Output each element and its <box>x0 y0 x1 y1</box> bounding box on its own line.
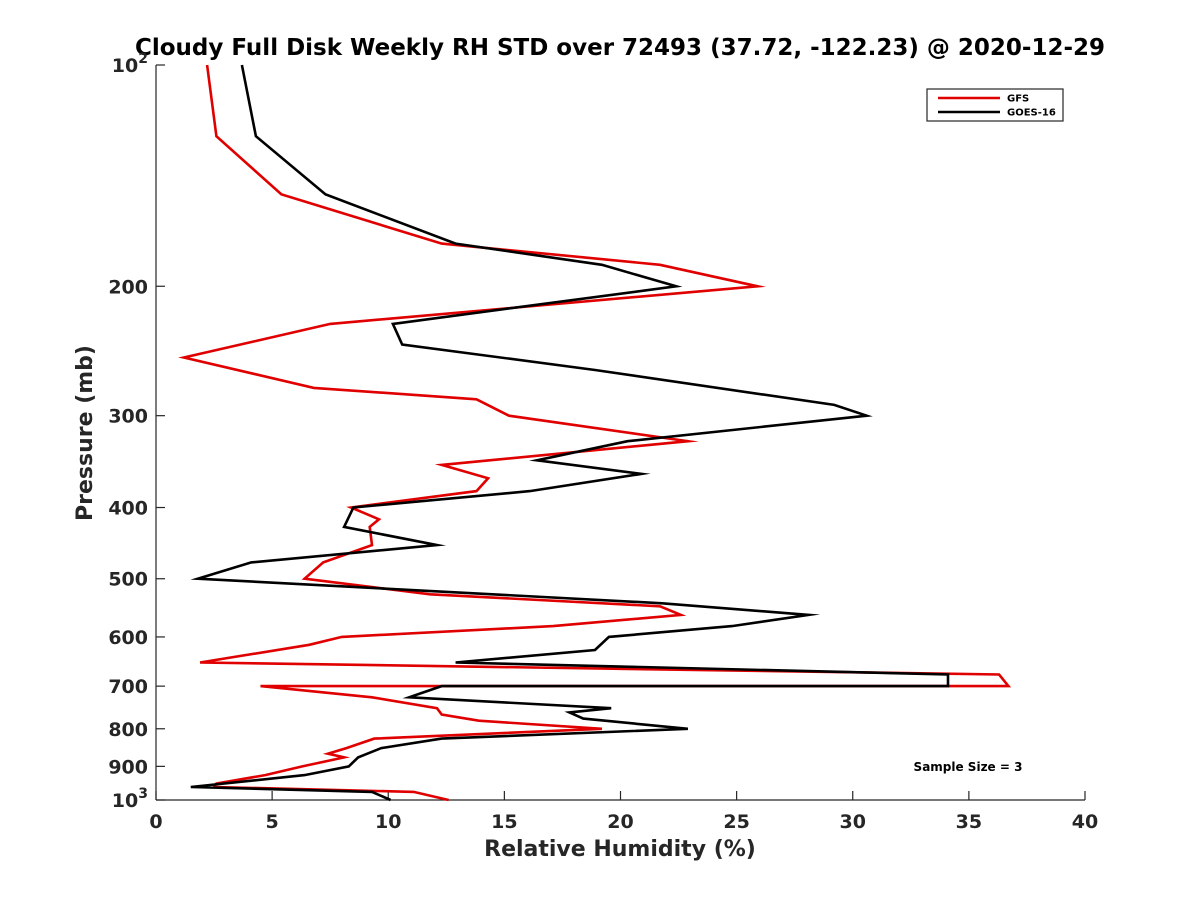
x-tick-label: 15 <box>491 811 517 833</box>
sample-size-annotation: Sample Size = 3 <box>914 760 1023 774</box>
x-tick-label: 10 <box>375 811 401 833</box>
x-tick-label: 25 <box>723 811 749 833</box>
y-tick-label-base: 600 <box>108 627 148 649</box>
y-tick-label-base: 10 <box>112 790 138 812</box>
y-tick-label: 102 <box>112 51 148 77</box>
y-tick-label: 800 <box>108 719 148 741</box>
y-tick-label-base: 800 <box>108 719 148 741</box>
x-tick-label: 35 <box>956 811 982 833</box>
y-tick-label-base: 10 <box>112 55 138 77</box>
y-tick-label-base: 700 <box>108 676 148 698</box>
x-tick-label: 30 <box>840 811 866 833</box>
y-tick-label-base: 200 <box>108 276 148 298</box>
y-tick-label: 900 <box>108 756 148 778</box>
series-line-gfs <box>178 64 1012 802</box>
legend-label: GFS <box>1007 94 1029 105</box>
y-tick-label: 103 <box>112 786 148 812</box>
y-axis-label: Pressure (mb) <box>73 345 98 521</box>
y-tick-label: 300 <box>108 406 148 428</box>
y-tick-label: 400 <box>108 498 148 520</box>
y-tick-label-base: 500 <box>108 569 148 591</box>
legend-box <box>926 88 1064 122</box>
y-tick-label-base: 400 <box>108 498 148 520</box>
series-line-goes-16 <box>190 64 950 802</box>
y-tick-label: 200 <box>108 276 148 298</box>
y-tick-label-base: 300 <box>108 406 148 428</box>
x-tick-label: 0 <box>149 811 162 833</box>
x-tick-label: 5 <box>266 811 279 833</box>
x-axis-label: Relative Humidity (%) <box>484 837 756 862</box>
chart-title: Cloudy Full Disk Weekly RH STD over 7249… <box>135 35 1105 61</box>
x-axis-ticks: 0 5 10 15 20 25 30 35 40 <box>149 791 1098 833</box>
y-tick-label-exponent: 3 <box>138 786 148 802</box>
legend-label: GOES-16 <box>1007 108 1056 119</box>
y-tick-label: 500 <box>108 569 148 591</box>
series-lines <box>178 64 1012 802</box>
y-tick-label-exponent: 2 <box>138 51 148 67</box>
legend: GFS GOES-16 <box>926 88 1064 122</box>
y-tick-label: 700 <box>108 676 148 698</box>
x-tick-label: 40 <box>1072 811 1098 833</box>
x-tick-label: 20 <box>607 811 633 833</box>
y-tick-label-base: 900 <box>108 756 148 778</box>
y-tick-label: 600 <box>108 627 148 649</box>
